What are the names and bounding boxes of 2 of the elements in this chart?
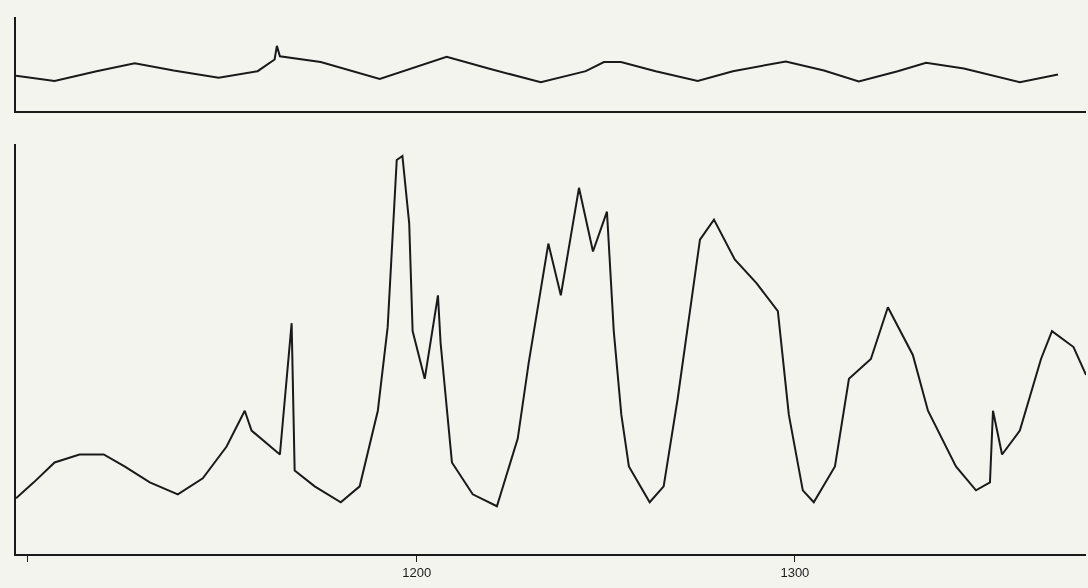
x-tick-label: 1300 — [780, 565, 810, 581]
x-tick-label: 1200 — [402, 565, 432, 581]
